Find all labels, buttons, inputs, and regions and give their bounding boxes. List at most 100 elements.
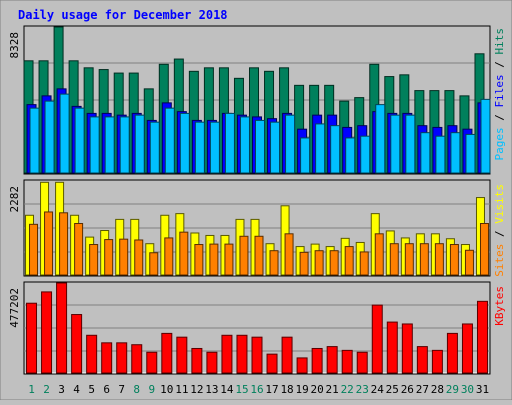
bar-kbytes-day-4 [71, 314, 83, 374]
bar-kbytes-day-6 [101, 342, 113, 374]
bar-pages-day-24 [375, 104, 386, 174]
bar-kbytes-day-8 [131, 344, 143, 374]
bar-sites-day-17 [269, 250, 279, 276]
x-tick-label-day-19: 19 [295, 383, 308, 396]
bar-kbytes-day-17 [266, 353, 278, 374]
x-tick-label-day-1: 1 [28, 383, 35, 396]
x-tick-label-day-22: 22 [341, 383, 354, 396]
bar-kbytes-day-13 [206, 351, 218, 374]
bar-sites-day-18 [284, 233, 294, 276]
bar-pages-day-15 [239, 116, 250, 174]
bar-pages-day-31 [480, 98, 491, 174]
bar-pages-day-4 [74, 107, 85, 174]
bar-kbytes-day-26 [401, 323, 413, 374]
bar-pages-day-3 [59, 93, 70, 174]
bar-kbytes-day-14 [221, 334, 233, 374]
bar-sites-day-26 [404, 243, 414, 276]
bar-sites-day-11 [179, 231, 189, 276]
x-tick-label-day-20: 20 [311, 383, 324, 396]
bar-pages-day-23 [360, 135, 371, 174]
x-tick-label-day-11: 11 [175, 383, 188, 396]
bar-pages-day-20 [315, 123, 326, 174]
bar-sites-day-29 [449, 244, 459, 276]
bar-sites-day-2 [44, 211, 54, 276]
x-tick-label-day-16: 16 [250, 383, 263, 396]
bar-sites-day-13 [209, 243, 219, 276]
legend-panel-2: Sites / Visits [493, 184, 506, 277]
x-tick-label-day-14: 14 [220, 383, 234, 396]
bar-pages-day-7 [119, 116, 130, 174]
bar-pages-day-8 [134, 114, 145, 174]
legend-panel-3: KBytes [493, 286, 506, 326]
bar-pages-day-14 [224, 112, 235, 174]
bar-pages-day-25 [390, 114, 401, 174]
x-tick-label-day-6: 6 [103, 383, 110, 396]
x-tick-label-day-27: 27 [416, 383, 429, 396]
legend-hits: Hits [493, 28, 506, 55]
x-tick-label-day-4: 4 [73, 383, 80, 396]
x-tick-label-day-3: 3 [58, 383, 65, 396]
bar-pages-day-13 [209, 121, 220, 174]
x-tick-label-day-7: 7 [118, 383, 125, 396]
x-tick-label-day-15: 15 [235, 383, 248, 396]
chart-panel-2: 2282 Sites / Visits [8, 179, 506, 277]
legend-separator: / [493, 55, 506, 75]
bar-pages-day-16 [255, 119, 265, 174]
bar-pages-day-9 [149, 121, 160, 174]
x-tick-label-day-5: 5 [88, 383, 95, 396]
legend-pages: Pages [493, 127, 506, 160]
bar-pages-day-22 [345, 137, 356, 174]
bar-sites-day-22 [344, 246, 354, 276]
bar-sites-day-31 [479, 223, 489, 276]
bar-sites-day-24 [374, 233, 384, 276]
bar-kbytes-day-2 [41, 291, 53, 374]
y-tick-label: 2282 [8, 186, 21, 213]
bar-kbytes-day-24 [371, 304, 383, 374]
bar-sites-day-14 [224, 243, 234, 276]
bar-kbytes-day-1 [26, 302, 38, 374]
bar-kbytes-day-25 [386, 321, 398, 374]
bar-kbytes-day-22 [341, 349, 353, 374]
chart-panel-1: 8328 Pages / Files / Hits [8, 25, 506, 175]
bar-pages-day-21 [330, 125, 341, 174]
x-tick-label-day-12: 12 [190, 383, 203, 396]
bar-kbytes-day-12 [191, 347, 203, 374]
bar-sites-day-30 [464, 249, 474, 276]
chart-panel-3: 477202 KBytes [8, 281, 506, 375]
bar-kbytes-day-5 [86, 334, 98, 374]
bar-kbytes-day-15 [236, 334, 248, 374]
bar-kbytes-day-9 [146, 351, 158, 374]
bar-sites-day-9 [149, 252, 159, 276]
bar-sites-day-12 [194, 244, 204, 276]
legend-sites: Sites [493, 244, 506, 277]
bar-sites-day-21 [329, 250, 339, 276]
bar-pages-day-10 [164, 107, 175, 174]
x-tick-label-day-9: 9 [148, 383, 155, 396]
x-tick-label-day-13: 13 [205, 383, 218, 396]
bar-pages-day-12 [194, 121, 205, 174]
bar-sites-day-10 [164, 237, 174, 276]
bar-pages-day-26 [405, 114, 416, 174]
bar-sites-day-15 [239, 235, 249, 276]
bar-sites-day-6 [104, 239, 114, 276]
x-tick-label-day-28: 28 [431, 383, 444, 396]
bar-kbytes-day-11 [176, 336, 188, 374]
x-tick-label-day-24: 24 [371, 383, 385, 396]
legend-separator: / [493, 224, 506, 244]
bar-sites-day-1 [29, 223, 39, 276]
bar-pages-day-2 [44, 100, 55, 174]
x-tick-label-day-10: 10 [160, 383, 173, 396]
bar-pages-day-19 [300, 137, 311, 174]
x-tick-label-day-26: 26 [401, 383, 414, 396]
bar-kbytes-day-28 [431, 349, 443, 374]
bar-pages-day-18 [285, 114, 296, 174]
bar-sites-day-23 [359, 251, 369, 276]
legend-separator: / [493, 108, 506, 128]
bar-pages-day-17 [270, 121, 281, 174]
bar-sites-day-27 [419, 243, 429, 276]
legend-visits: Visits [493, 184, 506, 224]
x-tick-label-day-18: 18 [280, 383, 293, 396]
bar-pages-day-27 [420, 132, 431, 174]
y-tick-label: 8328 [8, 32, 21, 59]
